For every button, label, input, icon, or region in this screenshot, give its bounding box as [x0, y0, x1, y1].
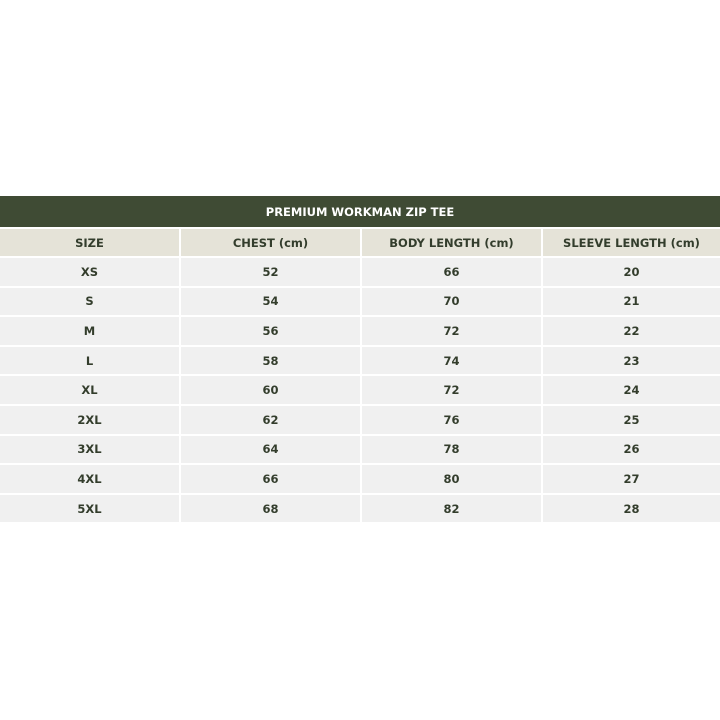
- table-row: 5XL 68 82 28: [0, 494, 720, 523]
- cell-body-length: 80: [362, 465, 541, 493]
- cell-sleeve-length: 28: [543, 494, 720, 523]
- column-header-size: SIZE: [0, 229, 179, 256]
- cell-body-length: 72: [362, 376, 541, 404]
- cell-sleeve-length: 26: [543, 435, 720, 464]
- column-header-body-length: BODY LENGTH (cm): [362, 229, 541, 256]
- table-body: XS 52 66 20 S 54 70 21 M 56 72 22 L 58 74 23 XL 60 72 24 2XL…: [0, 258, 720, 523]
- cell-body-length: 72: [362, 317, 541, 345]
- cell-sleeve-length: 25: [543, 405, 720, 434]
- table-row: XS 52 66 20: [0, 258, 720, 286]
- column-header-sleeve-length: SLEEVE LENGTH (cm): [543, 229, 720, 256]
- cell-size: 5XL: [0, 494, 179, 523]
- size-chart-table: PREMIUM WORKMAN ZIP TEE SIZE CHEST (cm) …: [0, 196, 720, 523]
- cell-size: 2XL: [0, 405, 179, 434]
- cell-size: 3XL: [0, 435, 179, 464]
- cell-body-length: 74: [362, 346, 541, 375]
- cell-chest: 64: [181, 435, 360, 464]
- cell-size: M: [0, 317, 179, 345]
- cell-chest: 54: [181, 287, 360, 316]
- cell-chest: 60: [181, 376, 360, 404]
- cell-body-length: 66: [362, 258, 541, 286]
- header-row: SIZE CHEST (cm) BODY LENGTH (cm) SLEEVE …: [0, 229, 720, 256]
- cell-sleeve-length: 22: [543, 317, 720, 345]
- table-row: 4XL 66 80 27: [0, 465, 720, 493]
- cell-size: XL: [0, 376, 179, 404]
- cell-chest: 62: [181, 405, 360, 434]
- cell-sleeve-length: 20: [543, 258, 720, 286]
- cell-size: S: [0, 287, 179, 316]
- table-row: 2XL 62 76 25: [0, 405, 720, 434]
- table-row: M 56 72 22: [0, 317, 720, 345]
- cell-sleeve-length: 24: [543, 376, 720, 404]
- table-row: 3XL 64 78 26: [0, 435, 720, 464]
- cell-sleeve-length: 21: [543, 287, 720, 316]
- table-row: XL 60 72 24: [0, 376, 720, 404]
- cell-size: 4XL: [0, 465, 179, 493]
- cell-chest: 68: [181, 494, 360, 523]
- cell-body-length: 76: [362, 405, 541, 434]
- cell-chest: 58: [181, 346, 360, 375]
- cell-chest: 66: [181, 465, 360, 493]
- cell-body-length: 82: [362, 494, 541, 523]
- column-header-chest: CHEST (cm): [181, 229, 360, 256]
- cell-chest: 56: [181, 317, 360, 345]
- cell-size: XS: [0, 258, 179, 286]
- table-row: L 58 74 23: [0, 346, 720, 375]
- table-row: S 54 70 21: [0, 287, 720, 316]
- cell-sleeve-length: 27: [543, 465, 720, 493]
- cell-chest: 52: [181, 258, 360, 286]
- cell-body-length: 78: [362, 435, 541, 464]
- cell-body-length: 70: [362, 287, 541, 316]
- cell-sleeve-length: 23: [543, 346, 720, 375]
- cell-size: L: [0, 346, 179, 375]
- table-title: PREMIUM WORKMAN ZIP TEE: [0, 196, 720, 227]
